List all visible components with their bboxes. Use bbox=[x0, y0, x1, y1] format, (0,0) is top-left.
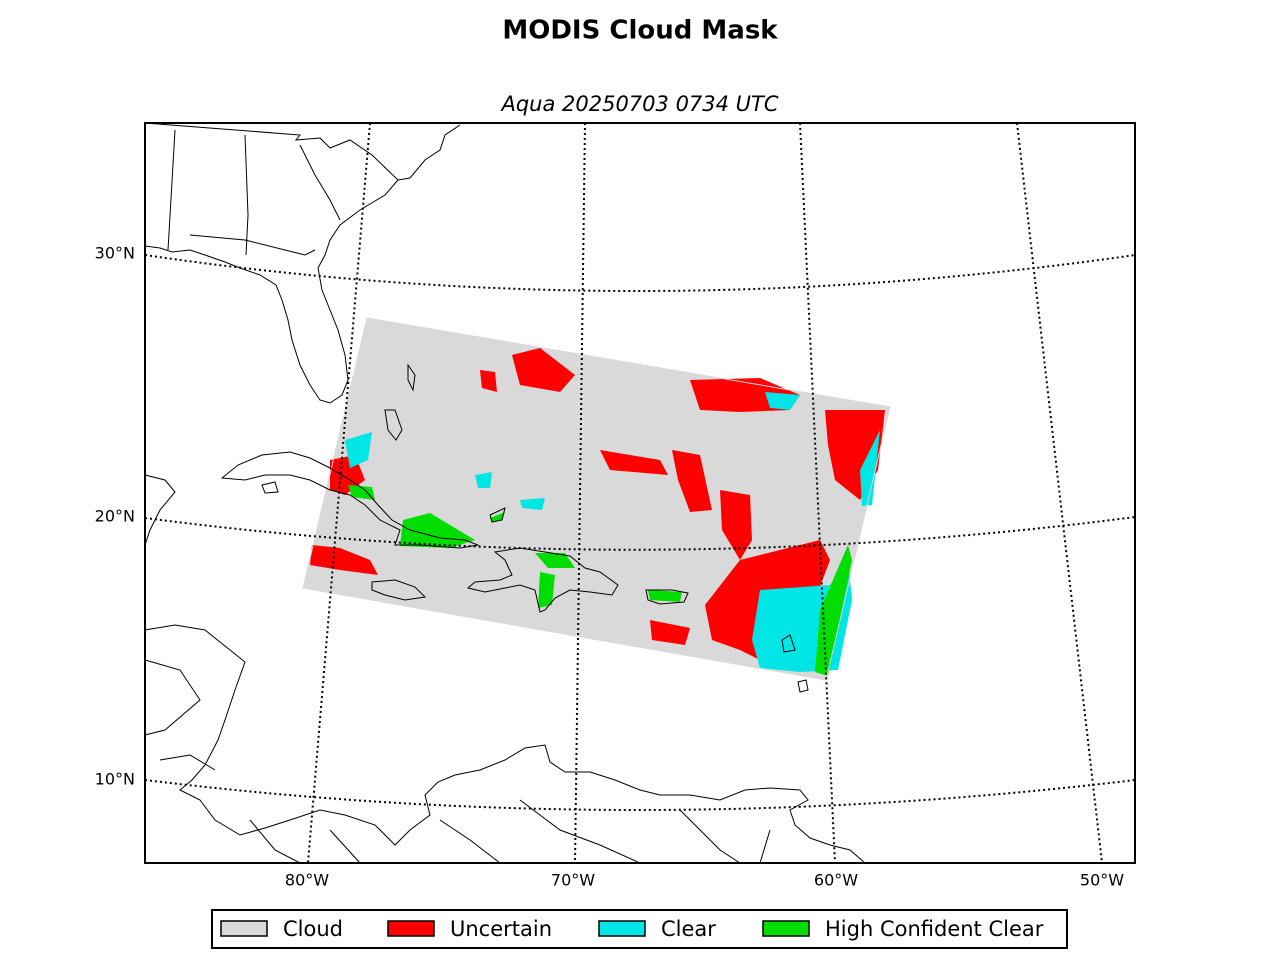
uncertain-area bbox=[310, 545, 378, 575]
high-confident-clear-area bbox=[490, 512, 505, 522]
clear-area bbox=[860, 430, 880, 506]
legend-swatch bbox=[220, 920, 268, 937]
axis-labels: 30°N 20°N 10°N 80°W 70°W 60°W 50°W bbox=[95, 244, 1125, 890]
longitude-label: 80°W bbox=[285, 871, 329, 890]
jamaica bbox=[371, 579, 427, 601]
clear-area bbox=[520, 498, 545, 510]
parallel-30 bbox=[144, 254, 1136, 292]
clear-area bbox=[345, 432, 372, 468]
uncertain-area bbox=[672, 450, 712, 512]
latitude-label: 10°N bbox=[95, 770, 135, 789]
uncertain-area bbox=[720, 490, 752, 560]
bahamas-mainland bbox=[144, 474, 176, 546]
graticule bbox=[144, 122, 1136, 864]
uncertain-area bbox=[650, 620, 690, 645]
legend-label: Uncertain bbox=[450, 917, 552, 941]
swath bbox=[302, 317, 891, 681]
legend: Cloud Uncertain Clear High Confident Clear bbox=[220, 917, 1044, 941]
title: MODIS Cloud Mask bbox=[502, 16, 778, 46]
puerto-rico bbox=[645, 589, 689, 605]
legend-swatch bbox=[387, 920, 435, 937]
map-frame bbox=[144, 122, 1136, 864]
us-states bbox=[167, 129, 341, 256]
meridian-60 bbox=[799, 122, 836, 864]
longitude-label: 60°W bbox=[814, 871, 858, 890]
small-islands bbox=[261, 363, 809, 693]
latitude-label: 30°N bbox=[95, 244, 135, 263]
legend-swatch bbox=[762, 920, 810, 937]
latitude-label: 20°N bbox=[95, 507, 135, 526]
high-confident-clear-area bbox=[348, 485, 375, 500]
parallel-20 bbox=[144, 516, 1136, 551]
legend-label: Cloud bbox=[283, 917, 343, 941]
high-confident-clear-area bbox=[535, 553, 575, 568]
longitude-label: 50°W bbox=[1080, 871, 1124, 890]
high-confident-clear-area bbox=[648, 590, 682, 602]
high-confident-clear-area bbox=[538, 572, 555, 608]
clear-area bbox=[475, 472, 492, 488]
central-south-america bbox=[144, 624, 866, 864]
uncertain-area bbox=[480, 370, 497, 392]
parallel-10 bbox=[144, 779, 1136, 811]
subtitle: Aqua 20250703 0734 UTC bbox=[499, 92, 778, 116]
coastlines bbox=[144, 122, 866, 864]
legend-box bbox=[211, 909, 1068, 949]
uncertain-area bbox=[600, 450, 668, 475]
legend-label: High Confident Clear bbox=[825, 917, 1044, 941]
legend-swatch bbox=[598, 920, 646, 937]
meridian-80 bbox=[307, 122, 371, 864]
cuba bbox=[220, 451, 480, 549]
meridian-70 bbox=[574, 122, 586, 864]
swath-outline bbox=[302, 317, 891, 681]
clear-area bbox=[765, 392, 800, 410]
longitude-label: 70°W bbox=[551, 871, 595, 890]
us-coast bbox=[144, 122, 461, 404]
meridian-50 bbox=[1016, 122, 1103, 864]
legend-label: Clear bbox=[661, 917, 716, 941]
uncertain-area bbox=[512, 348, 575, 392]
